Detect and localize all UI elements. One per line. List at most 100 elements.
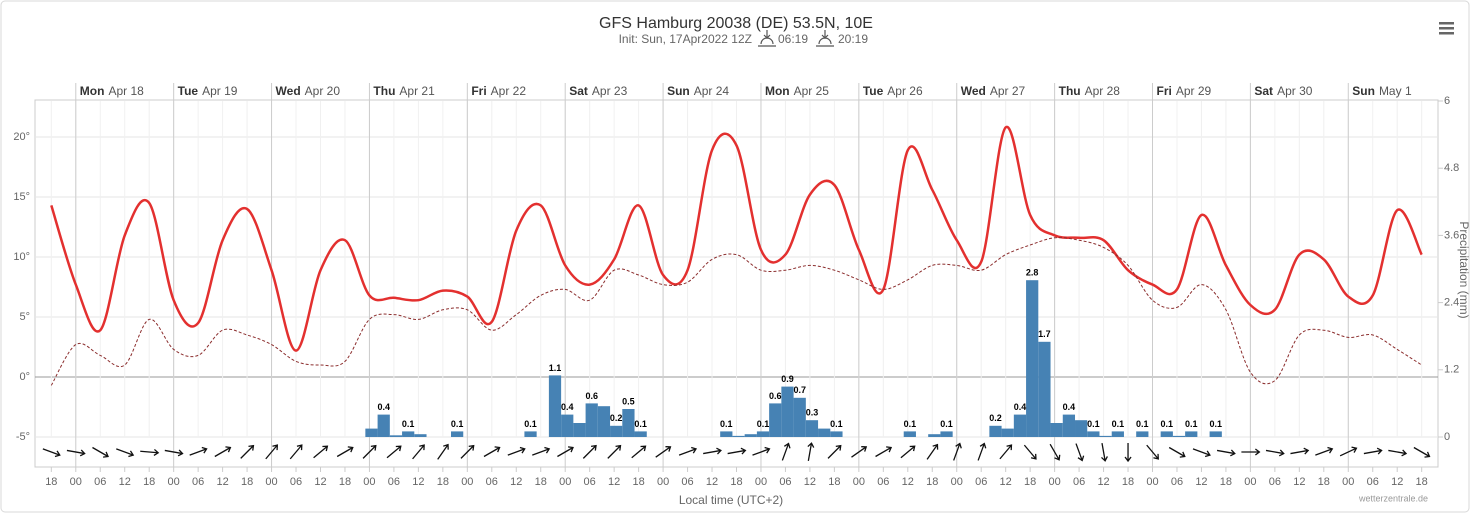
- wind-arrow: [412, 444, 425, 460]
- wind-arrow: [607, 444, 622, 459]
- precip-bar: [402, 431, 415, 437]
- day-label: Sun Apr 24: [667, 84, 729, 98]
- x-tick-label: 18: [339, 476, 351, 488]
- x-tick-label: 18: [730, 476, 742, 488]
- wind-arrow: [752, 446, 771, 456]
- y-tick-label: 20°: [13, 131, 30, 143]
- bar-value-label: 0.9: [781, 374, 794, 384]
- wind-arrow: [1315, 446, 1334, 456]
- x-tick-label: 12: [510, 476, 522, 488]
- wind-arrow: [1363, 447, 1383, 455]
- x-tick-label: 18: [1122, 476, 1134, 488]
- x-tick-label: 00: [168, 476, 180, 488]
- x-tick-label: 12: [1195, 476, 1207, 488]
- bar-value-label: 0.1: [720, 419, 733, 429]
- precip-bar: [781, 386, 794, 437]
- sunrise-time: 06:19: [778, 32, 808, 46]
- precip-bar: [1062, 414, 1076, 437]
- precip-bar: [805, 420, 819, 437]
- wind-arrow: [851, 446, 868, 458]
- day-weekday: Tue: [178, 84, 199, 98]
- wind-arrow: [386, 445, 402, 459]
- day-weekday: Thu: [1059, 84, 1081, 98]
- wind-arrow: [265, 444, 279, 460]
- precip-bar: [1111, 431, 1124, 437]
- x-tick-label: 00: [1146, 476, 1158, 488]
- wind-arrow: [1388, 449, 1408, 457]
- precip-bar: [818, 428, 831, 437]
- x-tick-label: 18: [241, 476, 253, 488]
- labels: -5° 0° 5° 10° 15° 20° 0 1.2 2.4 3.6 4.8 6 18 00 06 12 18…: [13, 84, 1459, 488]
- bar-value-label: 0.1: [830, 419, 843, 429]
- day-date: Apr 26: [887, 84, 923, 98]
- wind-arrow: [1265, 449, 1285, 457]
- day-weekday: Fri: [471, 84, 486, 98]
- day-date: Apr 18: [108, 84, 144, 98]
- precip-bar: [414, 434, 427, 437]
- menu-button[interactable]: [1439, 22, 1454, 35]
- precip-bar: [793, 397, 806, 437]
- x-tick-label: 18: [926, 476, 938, 488]
- bar-value-label: 0.6: [585, 391, 598, 401]
- x-tick-label: 00: [559, 476, 571, 488]
- wind-arrow: [1216, 449, 1236, 457]
- precip-bar: [451, 431, 464, 437]
- x-tick-label: 00: [265, 476, 277, 488]
- x-tick-label: 18: [1024, 476, 1036, 488]
- precip-bar: [1185, 431, 1198, 437]
- day-weekday: Sun: [667, 84, 690, 98]
- wind-arrow: [116, 448, 135, 458]
- x-tick-label: 06: [94, 476, 106, 488]
- wind-arrow: [827, 444, 842, 459]
- day-date: Apr 22: [491, 84, 527, 98]
- x-tick-label: 06: [975, 476, 987, 488]
- day-date: Apr 30: [1277, 84, 1313, 98]
- precip-bar: [1136, 431, 1149, 437]
- chart-title: GFS Hamburg 20038 (DE) 53.5N, 10E: [599, 15, 873, 32]
- x-tick-label: 00: [70, 476, 82, 488]
- wind-arrow: [66, 449, 86, 457]
- x-tick-label: 06: [1367, 476, 1379, 488]
- precip-bar: [1099, 435, 1112, 437]
- day-date: Apr 29: [1176, 84, 1212, 98]
- bar-value-label: 2.8: [1026, 268, 1039, 278]
- wind-arrow: [189, 446, 208, 456]
- wind-arrow: [437, 443, 449, 460]
- precip-bar: [597, 406, 611, 437]
- bar-value-label: 0.1: [940, 419, 953, 429]
- x-tick-label: 12: [706, 476, 718, 488]
- wind-arrow: [1049, 443, 1061, 461]
- day-label: Wed Apr 27: [961, 84, 1026, 98]
- wind-arrow: [140, 448, 160, 456]
- y2-tick-label: 0: [1444, 431, 1450, 443]
- bar-value-label: 0.1: [904, 419, 917, 429]
- bar-value-label: 0.1: [1112, 419, 1125, 429]
- wind-arrow: [532, 446, 551, 456]
- day-label: Wed Apr 20: [276, 84, 341, 98]
- x-tick-label: 18: [632, 476, 644, 488]
- day-label: Mon Apr 18: [80, 84, 144, 98]
- wind-arrow: [507, 446, 526, 456]
- day-label: Fri Apr 29: [1157, 84, 1212, 98]
- day-label: Thu Apr 21: [373, 84, 435, 98]
- bar-value-label: 0.1: [757, 419, 770, 429]
- day-label: Sat Apr 30: [1254, 84, 1312, 98]
- bar-value-label: 0.6: [769, 391, 782, 401]
- day-weekday: Thu: [373, 84, 395, 98]
- x-tick-label: 12: [119, 476, 131, 488]
- y2-tick-label: 1.2: [1444, 364, 1459, 376]
- precip-bar: [903, 431, 916, 437]
- wind-arrow: [362, 444, 377, 459]
- x-tick-label: 12: [1097, 476, 1109, 488]
- wind-arrow: [1101, 443, 1108, 462]
- wind-arrow: [875, 446, 893, 458]
- x-tick-label: 06: [1073, 476, 1085, 488]
- wind-arrow: [1192, 448, 1211, 458]
- bar-value-label: 0.1: [634, 419, 647, 429]
- day-label: Fri Apr 22: [471, 84, 526, 98]
- y-tick-label: 10°: [13, 251, 30, 263]
- wind-arrow: [557, 446, 574, 458]
- day-label: Tue Apr 26: [863, 84, 923, 98]
- x-tick-label: 18: [535, 476, 547, 488]
- wind-arrow: [483, 446, 501, 458]
